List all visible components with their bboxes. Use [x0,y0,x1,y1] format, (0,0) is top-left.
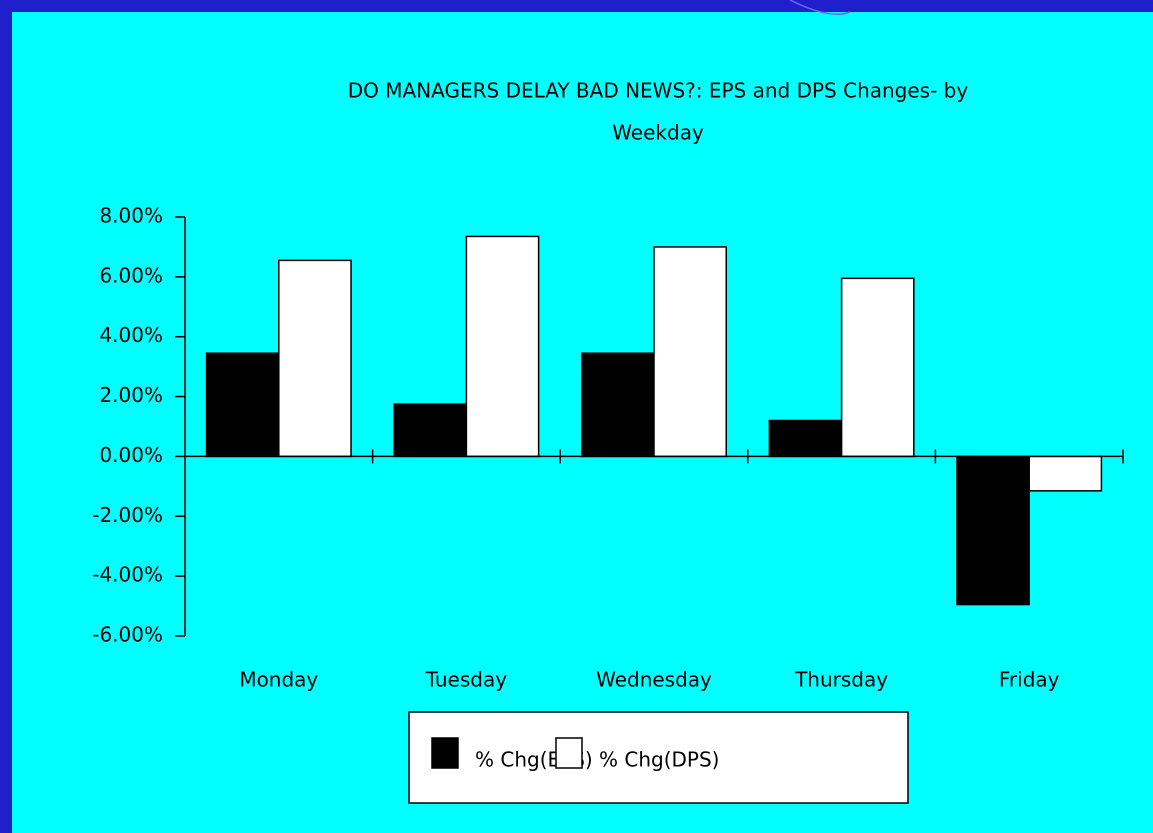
bar [1028,455,1103,492]
y-tick-label: 6.00% [99,263,163,287]
x-tick-label: Tuesday [425,668,508,692]
y-tick-label: -2.00% [92,503,163,527]
bar [393,403,468,458]
legend [408,711,909,804]
legend-swatch [555,737,583,769]
bar [278,259,352,458]
chart-title: Weekday [612,121,704,145]
x-tick-label: Thursday [794,668,888,692]
bar [581,352,655,458]
legend-swatch [431,737,459,769]
y-tick-label: 4.00% [99,323,163,347]
bar [205,352,280,458]
bar [840,277,915,458]
y-tick-label: -4.00% [92,563,163,587]
bar [956,455,1030,606]
y-tick-label: 8.00% [99,204,163,228]
bar [653,246,727,458]
x-tick-label: Friday [999,668,1060,692]
decoration [789,0,851,15]
legend-label: % Chg(DPS) [599,748,719,772]
y-tick-label: -6.00% [92,623,163,647]
y-tick-label: 0.00% [99,443,163,467]
bar [465,235,540,458]
y-tick-label: 2.00% [99,383,163,407]
chart-title: DO MANAGERS DELAY BAD NEWS?: EPS and DPS… [348,79,969,103]
x-tick-label: Monday [239,668,318,692]
bar [768,419,843,458]
x-tick-label: Wednesday [596,668,712,692]
